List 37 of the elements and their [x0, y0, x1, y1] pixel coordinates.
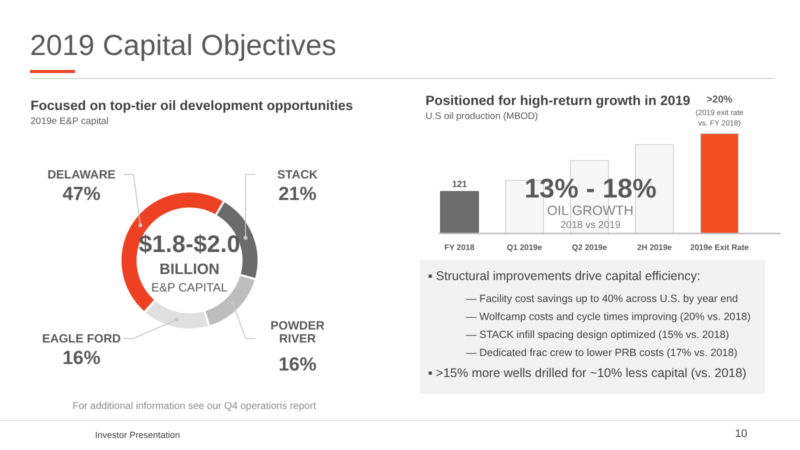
annotation: 2018 vs 2019	[560, 220, 621, 231]
x-tick-label: Q1 2019e	[506, 243, 543, 252]
text: E&P CAPITAL	[151, 280, 228, 294]
chart-subtitle: 2019e E&P capital	[30, 116, 108, 127]
text: For additional information see our Q4 operations report	[72, 401, 316, 412]
data-label: 121	[452, 178, 468, 189]
slice-label: STACK	[277, 168, 318, 182]
text: 10	[735, 427, 748, 442]
x-tick-label: 2H 2019e	[637, 243, 672, 252]
text: 2019 Capital Objectives	[30, 29, 336, 64]
data-label: 16%	[62, 348, 101, 369]
data-label: 47%	[62, 184, 101, 205]
bar	[440, 190, 479, 234]
slice-label: POWDER RIVER	[270, 318, 325, 346]
annotation: OIL GROWTH	[547, 203, 634, 218]
text: — Dedicated frac crew to lower PRB costs (17% vs. 2018)	[466, 346, 738, 361]
x-tick-label: 2019e Exit Rate	[690, 243, 750, 252]
slice-label: DELAWARE	[48, 168, 116, 182]
chart-subtitle: U.S oil production (MBOD)	[426, 111, 538, 122]
text: $1.8-$2.0	[138, 231, 240, 258]
data-label: 16%	[278, 354, 317, 376]
text: Investor Presentation	[95, 429, 180, 442]
text: >20%	[706, 94, 733, 106]
chart-title: Positioned for high-return growth in 2019	[426, 93, 690, 108]
text: — Wolfcamp costs and cycle times improving (20% vs. 2018)	[466, 310, 752, 325]
text: ▪ Structural improvements drive capital efficiency:	[428, 268, 702, 285]
x-tick-label: Q2 2019e	[572, 243, 608, 252]
bar	[700, 133, 739, 234]
slice-label: EAGLE FORD	[42, 332, 122, 346]
text: ▪ >15% more wells drilled for ~10% less capital (vs. 2018)	[428, 364, 748, 382]
chart-title: Focused on top-tier oil development opportunities	[30, 98, 354, 113]
text: BILLION	[160, 261, 220, 278]
text: — STACK infill spacing design optimized (15% vs. 2018)	[466, 328, 730, 343]
x-tick-label: FY 2018	[444, 243, 476, 252]
data-label: 21%	[278, 184, 317, 205]
annotation: 13% - 18%	[524, 174, 657, 204]
text: — Facility cost savings up to 40% across U.S. by year end	[466, 292, 739, 307]
